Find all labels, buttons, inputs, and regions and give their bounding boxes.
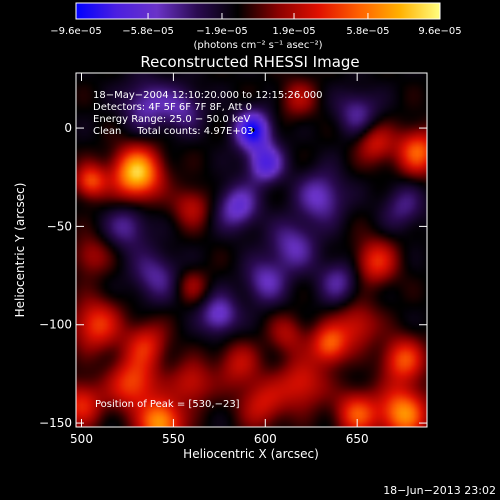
- colorbar-tick-label: −9.6e−05: [50, 26, 102, 37]
- colorbar-unit-label: (photons cm⁻² s⁻¹ asec⁻²): [193, 40, 322, 51]
- y-tick-label: −150: [39, 416, 72, 430]
- footer-timestamp: 18−Jun−2013 23:02: [383, 484, 496, 497]
- minimum-marker: [250, 127, 255, 133]
- x-tick-label: 500: [70, 432, 93, 446]
- annotation-peak: Position of Peak = [530,−23]: [95, 399, 240, 410]
- y-tick-label: 0: [64, 121, 72, 135]
- x-tick-label: 650: [346, 432, 369, 446]
- colorbar-ticks: −9.6e−05 −5.8e−05 −1.9e−05 1.9e−05 5.8e−05 9.…: [50, 13, 462, 37]
- plot-area: 500 550 600 650 0 −50 −100 −150: [39, 72, 428, 446]
- x-axis-ticks: 500 550 600 650: [70, 73, 369, 446]
- colorbar-bar: [75, 2, 441, 20]
- annotations: 18−May−2004 12:10:20.000 to 12:15:26.000…: [93, 90, 323, 410]
- annotation-clean: Clean Total counts: 4.97E+03: [93, 126, 253, 137]
- x-axis-label: Heliocentric X (arcsec): [183, 447, 319, 461]
- colorbar-tick-label: −5.8e−05: [122, 26, 174, 37]
- colorbar-tick-label: 1.9e−05: [272, 26, 315, 37]
- colorbar-tick-label: −1.9e−05: [196, 26, 248, 37]
- chart-title: Reconstructed RHESSI Image: [140, 53, 359, 71]
- y-tick-label: −50: [47, 219, 72, 233]
- colorbar-tick-label: 9.6e−05: [418, 26, 461, 37]
- y-axis-label: Heliocentric Y (arcsec): [13, 183, 27, 318]
- annotation-detectors: Detectors: 4F 5F 6F 7F 8F, Att 0: [93, 102, 252, 113]
- plot-frame: [75, 72, 428, 428]
- x-tick-label: 600: [254, 432, 277, 446]
- x-tick-label: 550: [162, 432, 185, 446]
- colorbar: −9.6e−05 −5.8e−05 −1.9e−05 1.9e−05 5.8e−05 9.…: [50, 2, 462, 51]
- annotation-energy: Energy Range: 25.0 − 50.0 keV: [93, 114, 250, 125]
- colorbar-tick-label: 5.8e−05: [346, 26, 389, 37]
- y-axis-ticks: 0 −50 −100 −150: [39, 121, 427, 430]
- y-tick-label: −100: [39, 318, 72, 332]
- annotation-date: 18−May−2004 12:10:20.000 to 12:15:26.000: [93, 90, 323, 101]
